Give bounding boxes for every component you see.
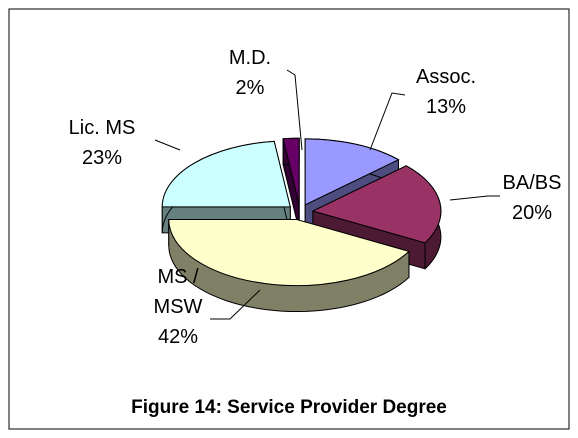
slice-category: M.D. [228, 47, 272, 69]
leader-line [449, 195, 500, 201]
slice-category: Lic. MS [68, 117, 136, 139]
slice-tops [161, 137, 442, 287]
slice-value: 42% [157, 326, 199, 348]
slice-label: BA/BS 20% [503, 168, 562, 228]
slice [311, 165, 442, 244]
leader-line [210, 289, 261, 320]
slice [168, 219, 410, 287]
slice-category: Assoc. [415, 66, 477, 88]
slice-value: 2% [235, 77, 265, 99]
slice-label: M.D. 2% [229, 43, 271, 103]
chart-title: Figure 14: Service Provider Degree [131, 397, 447, 418]
slice-label: Lic. MS 23% [69, 113, 136, 173]
slice-label: MS / MSW 42% [146, 262, 210, 352]
leader-line [286, 69, 303, 151]
slice [161, 140, 291, 208]
slice-value: 13% [425, 96, 467, 118]
slice-category: BA/BS [502, 172, 562, 194]
slice-label: Assoc. 13% [416, 62, 476, 122]
leader-line [154, 139, 181, 151]
slice [282, 137, 300, 205]
slice [304, 138, 400, 206]
slice-value: 20% [511, 202, 553, 224]
leader-line [369, 92, 406, 151]
slice-value: 23% [81, 147, 123, 169]
slice-category: MS / MSW [153, 266, 203, 318]
